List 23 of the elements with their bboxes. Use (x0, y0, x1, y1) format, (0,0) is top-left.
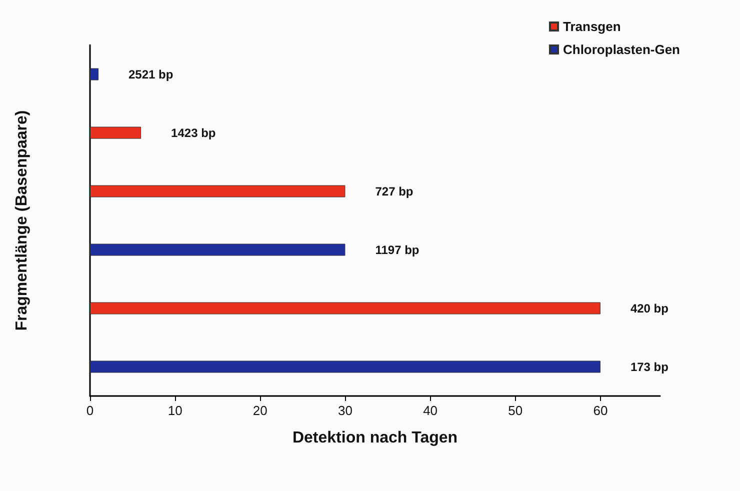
y-tick-label: 727 bp (375, 184, 414, 198)
y-tick-label: 1423 bp (171, 126, 216, 140)
y-axis-title: Fragmentlänge (Basenpaare) (14, 110, 30, 331)
bar (90, 244, 346, 256)
x-tick-label: 50 (508, 403, 523, 418)
x-axis-title: Detektion nach Tagen (292, 430, 458, 446)
x-tick-label: 20 (252, 403, 268, 418)
bar (90, 360, 600, 373)
y-tick-label: 1197 bp (375, 242, 420, 257)
legend-label: Chloroplasten-Gen (562, 42, 680, 57)
bar (90, 68, 99, 80)
x-tick-label: 0 (86, 403, 94, 418)
bar (90, 302, 600, 314)
x-tick-label: 30 (338, 403, 352, 418)
y-tick-label: 2521 bp (128, 67, 174, 82)
x-tick-label: 40 (423, 403, 438, 418)
y-tick-label: 173 bp (630, 360, 668, 374)
x-tick-label: 10 (168, 403, 182, 418)
x-tick-label: 60 (593, 403, 608, 418)
y-tick-label: 420 bp (630, 301, 668, 316)
bar (90, 126, 142, 139)
legend-label: Transgen (562, 19, 621, 34)
bar (90, 185, 346, 198)
